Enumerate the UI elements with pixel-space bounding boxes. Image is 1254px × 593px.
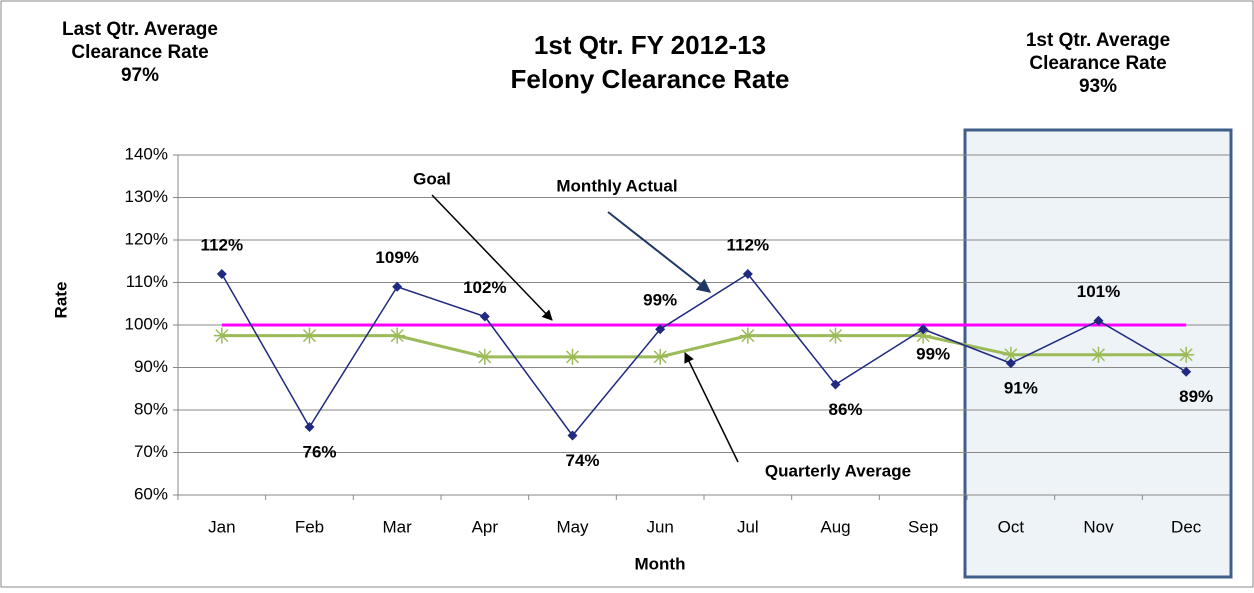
series-line (221, 334, 1187, 359)
chart-title: Felony Clearance Rate (511, 64, 790, 94)
x-axis-label: Month (635, 554, 686, 573)
data-label: 99% (916, 345, 950, 364)
data-point (915, 327, 932, 344)
y-tick-label: 80% (134, 399, 168, 418)
data-point (213, 327, 230, 344)
data-point (918, 324, 929, 335)
data-label: 89% (1179, 387, 1213, 406)
data-point (479, 311, 490, 322)
y-axis-label: Rate (51, 282, 70, 319)
y-tick-label: 100% (125, 314, 168, 333)
side-note: 97% (121, 65, 159, 86)
side-note: Clearance Rate (71, 42, 208, 63)
annotation-arrow (684, 352, 739, 463)
annotation: Goal (413, 169, 451, 188)
data-point (827, 327, 844, 344)
series-line (221, 273, 1187, 437)
data-point (564, 348, 581, 365)
side-note: 93% (1079, 76, 1117, 97)
x-tick-label: Jul (737, 517, 759, 536)
data-point (389, 327, 406, 344)
x-tick-label: Jan (208, 517, 235, 536)
data-label: 101% (1077, 282, 1120, 301)
data-point (739, 327, 756, 344)
data-point (216, 269, 227, 279)
annotation: Quarterly Average (765, 461, 911, 480)
side-note: Last Qtr. Average (62, 19, 218, 40)
side-note: Clearance Rate (1029, 53, 1166, 74)
data-label: 102% (463, 278, 506, 297)
data-point (1002, 346, 1019, 363)
data-point (830, 379, 841, 390)
annotation-arrow (607, 211, 712, 293)
data-label: 76% (302, 442, 336, 461)
x-tick-label: Dec (1171, 517, 1202, 536)
annotation: Monthly Actual (556, 176, 677, 195)
data-label: 74% (565, 451, 599, 470)
x-tick-label: Oct (998, 517, 1025, 536)
x-tick-label: Apr (472, 517, 499, 536)
data-point (304, 422, 315, 432)
data-point (1178, 346, 1195, 363)
y-tick-label: 70% (134, 442, 168, 461)
data-point (742, 269, 753, 279)
x-tick-label: Nov (1083, 517, 1114, 536)
chart-title: 1st Qtr. FY 2012-13 (534, 30, 766, 60)
data-label: 99% (643, 291, 677, 310)
x-tick-label: Mar (383, 517, 413, 536)
data-point (1093, 315, 1104, 326)
data-label: 109% (375, 248, 418, 267)
y-tick-label: 110% (126, 272, 168, 291)
x-tick-label: Jun (646, 517, 673, 536)
data-point (655, 324, 666, 335)
data-point (1181, 366, 1192, 377)
data-label: 112% (727, 235, 770, 254)
side-note: 1st Qtr. Average (1026, 30, 1170, 51)
data-point (567, 430, 578, 441)
y-tick-label: 60% (134, 484, 168, 503)
data-point (1090, 346, 1107, 363)
data-point (476, 348, 493, 365)
y-tick-label: 120% (125, 229, 168, 248)
x-tick-label: Aug (820, 517, 850, 536)
x-tick-label: Feb (295, 517, 324, 536)
y-tick-label: 130% (125, 187, 168, 206)
data-point (652, 348, 669, 365)
y-tick-label: 140% (125, 144, 168, 163)
data-label: 112% (201, 235, 244, 254)
annotation-arrow (431, 194, 553, 321)
y-tick-label: 90% (134, 357, 168, 376)
x-tick-label: May (556, 517, 589, 536)
x-tick-label: Sep (908, 517, 938, 536)
data-label: 86% (828, 400, 862, 419)
data-point (1005, 358, 1016, 369)
data-label: 91% (1004, 379, 1038, 398)
data-point (301, 327, 318, 344)
data-point (392, 281, 403, 292)
